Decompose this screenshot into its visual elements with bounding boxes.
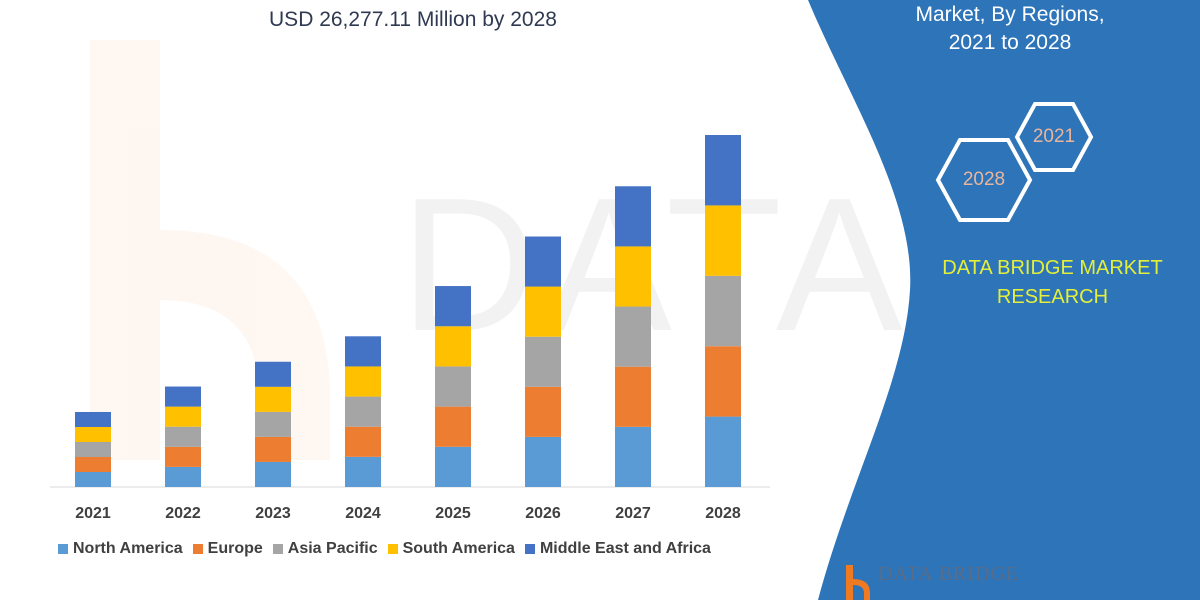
bar-segment-2023-north-america: [255, 461, 291, 487]
hex-label-2028: 2028: [962, 169, 1006, 190]
legend-swatch: [192, 544, 203, 554]
bar-segment-2021-middle-east-and-africa: [75, 411, 111, 427]
bar-segment-2024-asia-pacific: [345, 396, 381, 427]
x-tick-label: 2021: [75, 505, 111, 522]
bar-segment-2025-europe: [435, 406, 471, 447]
bar-segment-2026-europe: [525, 386, 561, 437]
bar-segment-2023-europe: [255, 436, 291, 462]
legend-swatch: [272, 544, 283, 554]
bar-segment-2022-asia-pacific: [165, 426, 201, 447]
brand-logo: DATA BRIDGE: [842, 563, 1019, 600]
legend-item: Europe: [192, 540, 263, 558]
bar-segment-2027-north-america: [615, 426, 651, 487]
bar-segment-2025-middle-east-and-africa: [435, 286, 471, 327]
bar-segment-2026-asia-pacific: [525, 336, 561, 387]
bar-segment-2028-europe: [705, 346, 741, 417]
x-tick-label: 2026: [525, 505, 561, 522]
legend-label: South America: [402, 540, 515, 557]
bar-segment-2025-asia-pacific: [435, 366, 471, 407]
bar-segment-2026-north-america: [525, 436, 561, 487]
bar-segment-2025-south-america: [435, 326, 471, 367]
bar-segment-2022-north-america: [165, 466, 201, 487]
bar-segment-2026-middle-east-and-africa: [525, 236, 561, 287]
chart-title: USD 26,277.11 Million by 2028: [269, 8, 557, 31]
bar-segment-2027-south-america: [615, 246, 651, 307]
legend-label: Asia Pacific: [287, 540, 378, 557]
legend-item: South America: [387, 540, 515, 558]
bar-segment-2024-north-america: [345, 456, 381, 487]
bar-segment-2024-south-america: [345, 366, 381, 397]
bar-segment-2028-south-america: [705, 205, 741, 276]
bar-segment-2025-north-america: [435, 446, 471, 487]
legend-swatch: [524, 544, 535, 554]
logo-mark-icon: [846, 565, 870, 600]
legend-label: North America: [73, 540, 183, 557]
brand-line1: DATA BRIDGE MARKET: [942, 257, 1163, 279]
x-tick-label: 2027: [615, 505, 651, 522]
legend-item: Middle East and Africa: [524, 540, 711, 558]
panel-title-line2: 2021 to 2028: [948, 31, 1072, 54]
bar-segment-2027-middle-east-and-africa: [615, 186, 651, 247]
x-tick-label: 2028: [705, 505, 741, 522]
hex-label-2021: 2021: [1032, 126, 1076, 147]
bar-segment-2028-north-america: [705, 416, 741, 487]
legend-label: Europe: [207, 540, 263, 557]
x-tick-label: 2023: [255, 505, 291, 522]
bar-segment-2026-south-america: [525, 286, 561, 337]
bar-segment-2028-middle-east-and-africa: [705, 135, 741, 206]
bar-segment-2027-asia-pacific: [615, 306, 651, 367]
bar-segment-2021-asia-pacific: [75, 441, 111, 457]
brand-line2: RESEARCH: [996, 286, 1109, 308]
legend-swatch: [387, 544, 398, 554]
bar-segment-2024-middle-east-and-africa: [345, 336, 381, 367]
bar-segment-2022-middle-east-and-africa: [165, 386, 201, 407]
x-tick-label: 2022: [165, 505, 201, 522]
bar-segment-2021-south-america: [75, 426, 111, 442]
side-panel: [808, 0, 1200, 600]
x-tick-label: 2025: [435, 505, 471, 522]
panel-title-line1: Market, By Regions,: [915, 3, 1105, 26]
legend: North America Europe Asia Pacific South Ame…: [58, 540, 711, 558]
bar-segment-2022-south-america: [165, 406, 201, 427]
bar-segment-2027-europe: [615, 366, 651, 427]
bar-segment-2024-europe: [345, 426, 381, 457]
x-tick-label: 2024: [345, 505, 381, 522]
logo-text: DATA BRIDGE: [878, 563, 1020, 585]
legend-label: Middle East and Africa: [539, 540, 711, 557]
legend-item: North America: [58, 540, 183, 558]
bar-segment-2021-north-america: [75, 471, 111, 487]
hexagon-2028: [935, 138, 1033, 222]
bar-segment-2028-asia-pacific: [705, 275, 741, 347]
hexagon-2021: [1014, 102, 1094, 172]
bar-segment-2023-middle-east-and-africa: [255, 361, 291, 387]
bar-segment-2023-south-america: [255, 386, 291, 412]
bar-segment-2023-asia-pacific: [255, 411, 291, 437]
legend-item: Asia Pacific: [272, 540, 378, 558]
bar-segment-2022-europe: [165, 446, 201, 467]
bar-segment-2021-europe: [75, 456, 111, 472]
legend-swatch: [58, 544, 68, 554]
